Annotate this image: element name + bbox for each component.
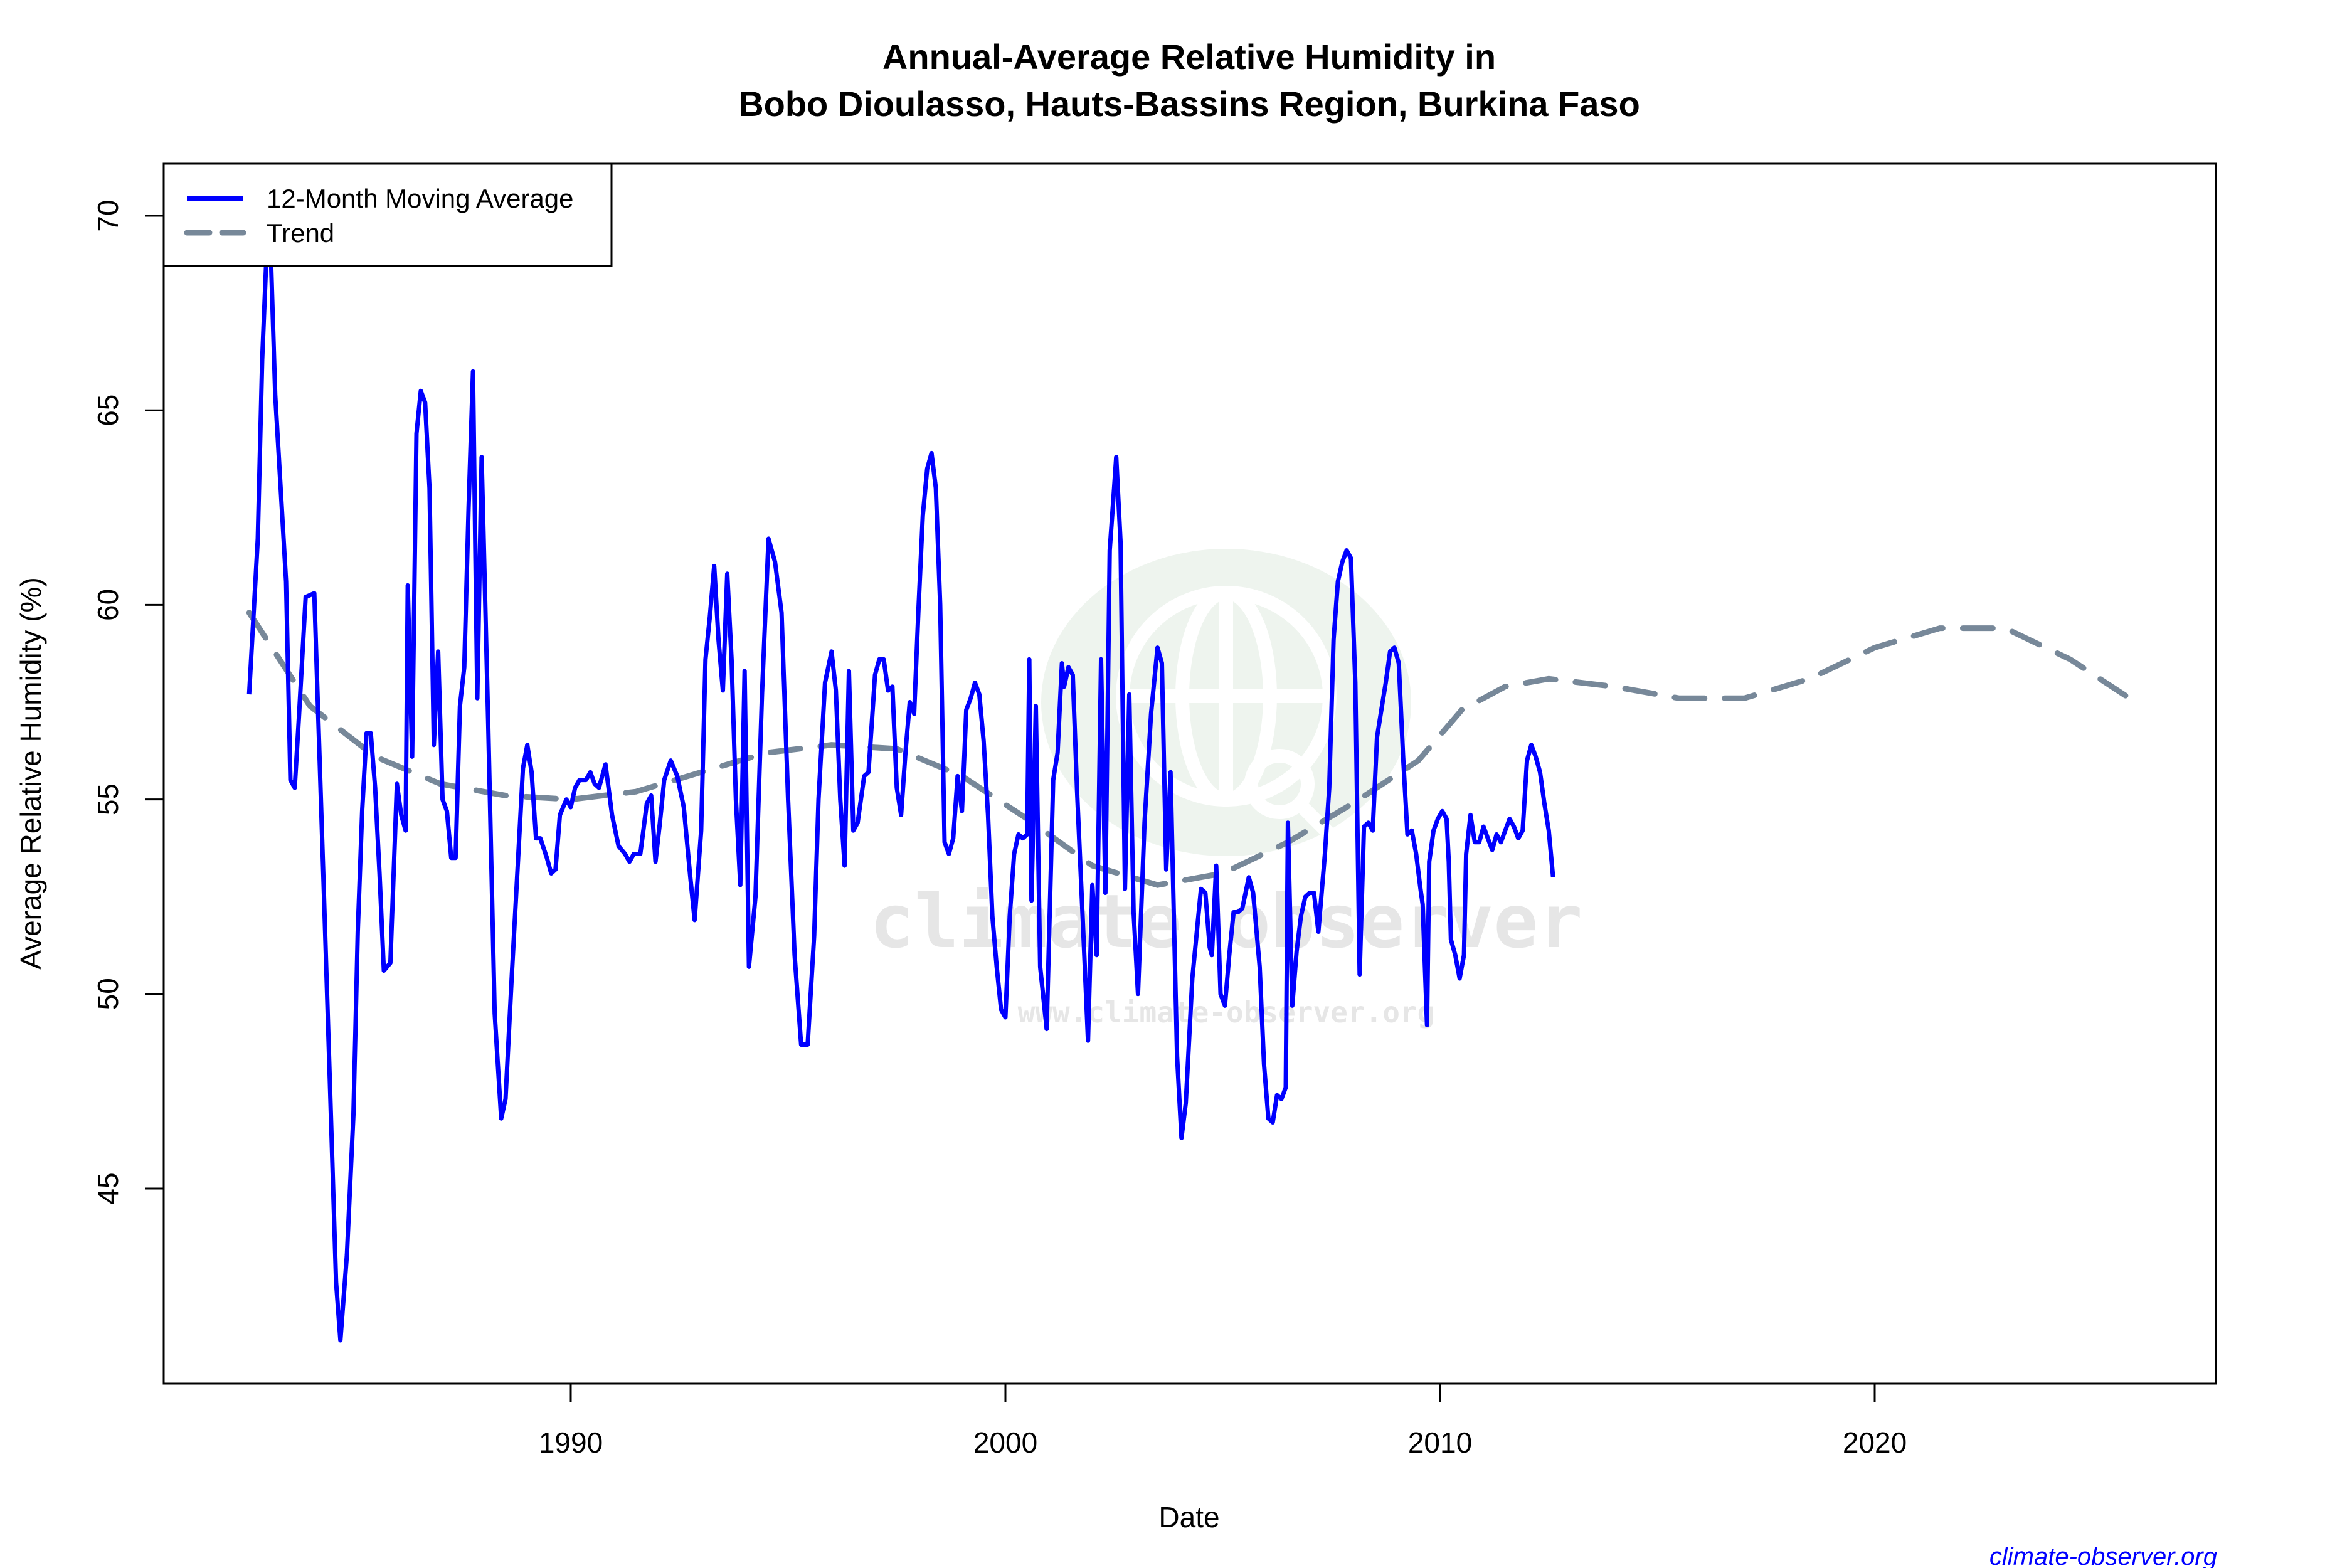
source-credit-link[interactable]: climate-observer.org bbox=[1989, 1543, 2217, 1568]
chart-title-line1: Annual-Average Relative Humidity in bbox=[882, 37, 1496, 77]
legend-box bbox=[162, 162, 613, 267]
y-tick-label: 70 bbox=[92, 199, 124, 231]
y-tick-label: 55 bbox=[92, 783, 124, 815]
legend: 12-Month Moving Average Trend bbox=[162, 162, 613, 267]
y-axis-label: Average Relative Humidity (%) bbox=[14, 577, 47, 970]
globe-icon bbox=[1116, 586, 1337, 839]
x-tick-label: 1990 bbox=[539, 1426, 603, 1459]
y-tick-label: 50 bbox=[92, 978, 124, 1010]
legend-label-trend: Trend bbox=[267, 218, 334, 248]
x-axis-label: Date bbox=[1158, 1501, 1219, 1534]
y-tick-label: 45 bbox=[92, 1172, 124, 1204]
x-tick-label: 2020 bbox=[1843, 1426, 1907, 1459]
legend-label-moving-average: 12-Month Moving Average bbox=[267, 184, 574, 213]
y-tick-label: 65 bbox=[92, 395, 124, 426]
x-tick-label: 2010 bbox=[1408, 1426, 1472, 1459]
plot-area bbox=[162, 162, 2217, 1385]
x-axis: 1990 2000 2010 2020 bbox=[539, 1384, 1907, 1459]
y-axis: 45 50 55 60 65 70 bbox=[92, 199, 164, 1205]
y-tick-label: 60 bbox=[92, 589, 124, 621]
watermark-text: climate observer bbox=[870, 878, 1583, 965]
x-tick-label: 2000 bbox=[973, 1426, 1037, 1459]
chart-title-line2: Bobo Dioulasso, Hauts-Bassins Region, Bu… bbox=[738, 84, 1640, 124]
moving-average-line bbox=[246, 252, 1555, 1343]
